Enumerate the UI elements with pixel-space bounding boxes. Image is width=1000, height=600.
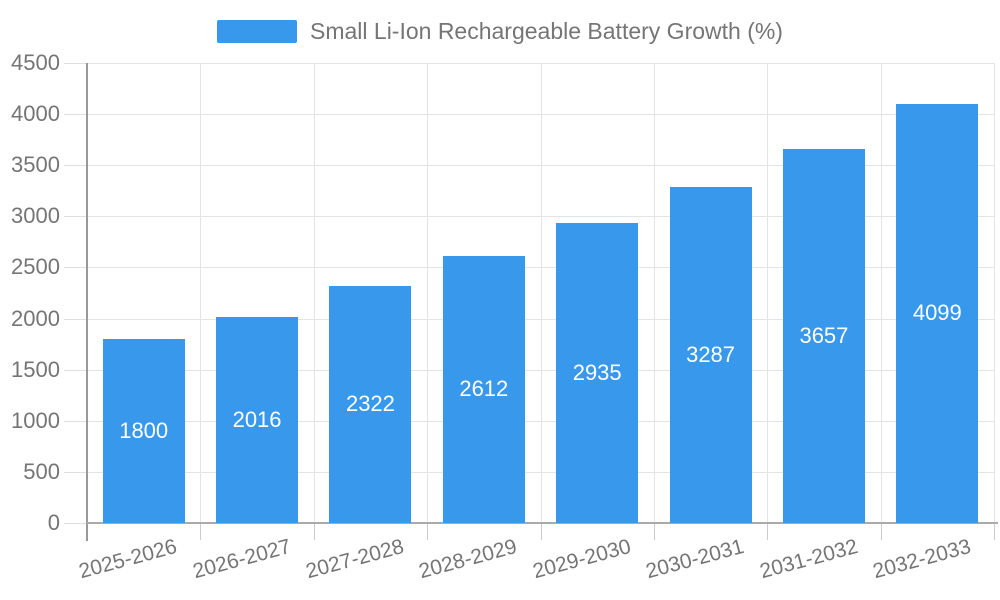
bar[interactable] (329, 285, 412, 523)
gridline-vertical (313, 63, 315, 523)
x-tick-label: 2030-2031 (643, 535, 747, 584)
x-axis-tick (200, 523, 202, 540)
x-tick-label: 2032-2033 (870, 535, 974, 584)
legend-item[interactable]: Small Li-Ion Rechargeable Battery Growth… (0, 20, 1000, 43)
x-axis-tick (994, 523, 995, 540)
y-tick-label: 2500 (11, 254, 60, 280)
x-axis-tick (313, 523, 315, 540)
bar[interactable] (669, 186, 752, 523)
x-tick-label: 2031-2032 (756, 535, 860, 584)
bar[interactable] (782, 149, 865, 523)
y-tick-label: 4000 (11, 101, 60, 127)
y-axis-tick (64, 114, 87, 116)
gridline-vertical (200, 63, 202, 523)
gridline-vertical (767, 63, 769, 523)
y-axis-tick (64, 369, 87, 371)
x-axis-tick (427, 523, 429, 540)
y-axis-tick (64, 216, 87, 218)
y-tick-label: 4500 (11, 50, 60, 75)
y-axis-tick (64, 523, 87, 524)
x-tick-label: 2028-2029 (416, 535, 520, 584)
y-tick-label: 1500 (11, 356, 60, 382)
x-tick-label: 2026-2027 (190, 535, 294, 584)
legend-swatch (217, 20, 297, 43)
y-tick-label: 2000 (11, 305, 60, 331)
bar[interactable] (442, 255, 525, 523)
gridline-vertical (653, 63, 655, 523)
y-tick-label: 500 (23, 458, 60, 484)
y-tick-label: 3500 (11, 152, 60, 178)
y-axis-tick (64, 165, 87, 167)
y-tick-label: 1000 (11, 407, 60, 433)
bar[interactable] (896, 103, 979, 523)
x-tick-label: 2029-2030 (530, 535, 634, 584)
bar-value-label: 3657 (799, 323, 849, 349)
gridline-vertical (427, 63, 429, 523)
x-axis-line (87, 522, 998, 524)
y-tick-label: 3000 (11, 203, 60, 229)
y-axis-tick (64, 63, 87, 64)
bar-value-label: 2016 (232, 406, 282, 432)
y-axis-tick (64, 471, 87, 473)
x-tick-label: 2027-2028 (303, 535, 407, 584)
x-axis-tick (767, 523, 769, 540)
bar[interactable] (556, 222, 639, 523)
bar-value-label: 3287 (686, 341, 736, 367)
y-tick-label: 0 (47, 510, 60, 535)
x-axis-tick (880, 523, 882, 540)
gridline-vertical (880, 63, 882, 523)
bar-value-label: 4099 (912, 300, 962, 326)
y-axis-tick (64, 318, 87, 320)
x-tick-label: 2025-2026 (76, 535, 180, 584)
x-axis-tick (653, 523, 655, 540)
y-axis-line (86, 63, 88, 541)
legend-label: Small Li-Ion Rechargeable Battery Growth… (310, 18, 783, 44)
gridline-vertical (540, 63, 542, 523)
bar[interactable] (216, 316, 299, 523)
bar-value-label: 2935 (572, 359, 622, 385)
bar-value-label: 2612 (459, 376, 509, 402)
y-axis-tick (64, 267, 87, 269)
bar-value-label: 2322 (345, 391, 395, 417)
gridline-vertical (994, 63, 995, 523)
x-axis-tick (540, 523, 542, 540)
bar[interactable] (102, 339, 185, 523)
bar-value-label: 1800 (119, 418, 169, 443)
y-axis-tick (64, 420, 87, 422)
